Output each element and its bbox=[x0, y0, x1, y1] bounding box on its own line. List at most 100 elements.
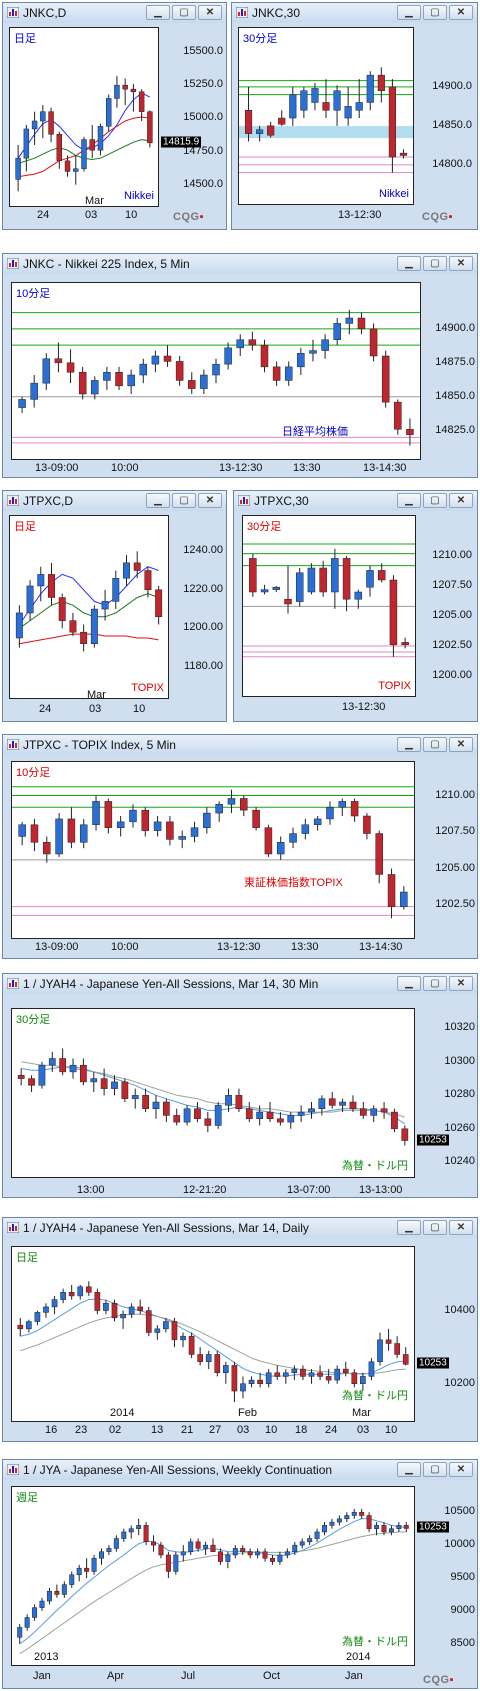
y-tick-label: 1207.50 bbox=[435, 825, 475, 838]
title-bar[interactable]: JNKC,30 ▁ ▢ ✕ bbox=[232, 3, 477, 23]
period-label: 30分足 bbox=[16, 1014, 51, 1026]
close-button[interactable]: ✕ bbox=[449, 493, 473, 508]
title-bar[interactable]: 1 / JYAH4 - Japanese Yen-All Sessions, M… bbox=[3, 974, 477, 994]
maximize-button[interactable]: ▢ bbox=[423, 5, 447, 20]
candle-body bbox=[381, 355, 390, 403]
chart-plot-area[interactable]: 日足 為替・ドル円 2014 Feb Mar bbox=[11, 1246, 415, 1422]
maximize-button[interactable]: ▢ bbox=[423, 1462, 447, 1477]
chart-plot-area[interactable]: 週足 為替・ドル円 2013 2014 bbox=[11, 1486, 415, 1666]
window-title: JTPXC - TOPIX Index, 5 Min bbox=[23, 738, 176, 752]
chart-plot-area[interactable]: 30分足 TOPIX bbox=[242, 515, 416, 697]
chart-window-jnkc-d[interactable]: JNKC,D ▁ ▢ ✕ 日足 Nikkei 15500.0 15250.0 15000… bbox=[2, 2, 227, 230]
x-tick-label: Apr bbox=[107, 1670, 125, 1682]
last-price-box: 14815.9 bbox=[161, 136, 202, 148]
candle-body bbox=[67, 818, 76, 843]
chart-window-jyah4-30min[interactable]: 1 / JYAH4 - Japanese Yen-All Sessions, M… bbox=[2, 973, 478, 1198]
chart-window-jtpxc-d[interactable]: JTPXC,D ▁ ▢ ✕ 日足 TOPIX 1240.00 1220.00 1200.… bbox=[2, 490, 227, 722]
candle-body bbox=[374, 1525, 380, 1529]
candle-body bbox=[129, 809, 137, 823]
y-tick-label: 14850.0 bbox=[435, 389, 475, 402]
chart-window-jtpxc-5min[interactable]: JTPXC - TOPIX Index, 5 Min ▁ ▢ ✕ 10分足 東証株価… bbox=[2, 734, 478, 959]
title-bar[interactable]: JTPXC - TOPIX Index, 5 Min ▁ ▢ ✕ bbox=[3, 735, 477, 755]
chart-window-jtpxc-30[interactable]: JTPXC,30 ▁ ▢ ✕ 30分足 TOPIX 1210.00 1207.50 12… bbox=[233, 490, 478, 722]
title-bar[interactable]: JTPXC,30 ▁ ▢ ✕ bbox=[234, 491, 477, 511]
chart-plot-area[interactable]: 10分足 東証株価指数TOPIX bbox=[11, 761, 415, 939]
close-button[interactable]: ✕ bbox=[198, 493, 222, 508]
candle-body bbox=[225, 1095, 232, 1106]
candle-body bbox=[131, 1095, 139, 1099]
candle-body bbox=[318, 1098, 326, 1109]
candle-body bbox=[375, 833, 383, 875]
y-tick-label: 1180.00 bbox=[184, 659, 223, 672]
chart-plot-area[interactable]: 30分足 為替・ドル円 bbox=[11, 1008, 415, 1178]
candle-body bbox=[61, 1584, 67, 1595]
candle-body bbox=[173, 1115, 181, 1123]
maximize-button[interactable]: ▢ bbox=[423, 256, 447, 271]
close-button[interactable]: ✕ bbox=[449, 1462, 473, 1477]
title-bar[interactable]: JTPXC,D ▁ ▢ ✕ bbox=[3, 491, 226, 511]
chart-app-icon bbox=[7, 495, 19, 506]
candle-body bbox=[289, 833, 297, 843]
close-button[interactable]: ✕ bbox=[198, 5, 222, 20]
maximize-button[interactable]: ▢ bbox=[172, 5, 196, 20]
chart-app-icon bbox=[238, 495, 250, 506]
minimize-button[interactable]: ▁ bbox=[397, 5, 421, 20]
maximize-button[interactable]: ▢ bbox=[423, 1220, 447, 1235]
chart-window-jya-weekly[interactable]: 1 / JYA - Japanese Yen-All Sessions, Wee… bbox=[2, 1459, 478, 1689]
candle-body bbox=[387, 874, 396, 907]
minimize-button[interactable]: ▁ bbox=[397, 1462, 421, 1477]
title-bar[interactable]: JNKC - Nikkei 225 Index, 5 Min ▁ ▢ ✕ bbox=[3, 254, 477, 274]
minimize-button[interactable]: ▁ bbox=[397, 737, 421, 752]
candle-body bbox=[130, 88, 137, 93]
candle-body bbox=[101, 601, 109, 610]
close-button[interactable]: ✕ bbox=[449, 1220, 473, 1235]
chart-plot-area[interactable]: 日足 Nikkei bbox=[9, 27, 159, 207]
chart-window-jnkc-30[interactable]: JNKC,30 ▁ ▢ ✕ 30分足 Nikkei 14900.0 14850.0 14… bbox=[231, 2, 478, 230]
title-bar[interactable]: 1 / JYAH4 - Japanese Yen-All Sessions, M… bbox=[3, 1218, 477, 1238]
candle-body bbox=[369, 328, 378, 357]
candle-body bbox=[215, 804, 223, 814]
y-tick-label: 10400 bbox=[444, 1303, 475, 1316]
candle-body bbox=[301, 824, 310, 834]
candle-body bbox=[232, 1548, 238, 1556]
minimize-button[interactable]: ▁ bbox=[397, 493, 421, 508]
minimize-button[interactable]: ▁ bbox=[146, 493, 170, 508]
candle-body bbox=[262, 1551, 268, 1559]
maximize-button[interactable]: ▢ bbox=[423, 493, 447, 508]
minimize-button[interactable]: ▁ bbox=[397, 1220, 421, 1235]
maximize-button[interactable]: ▢ bbox=[423, 737, 447, 752]
close-button[interactable]: ✕ bbox=[449, 256, 473, 271]
candle-body bbox=[223, 1365, 229, 1374]
close-button[interactable]: ✕ bbox=[449, 976, 473, 991]
y-tick-label: 10320 bbox=[444, 1021, 475, 1034]
candle-body bbox=[48, 1058, 56, 1066]
title-bar[interactable]: JNKC,D ▁ ▢ ✕ bbox=[3, 3, 226, 23]
x-tick-label: 03 bbox=[237, 1424, 250, 1436]
minimize-button[interactable]: ▁ bbox=[146, 5, 170, 20]
candle-body bbox=[350, 801, 359, 817]
candle-body bbox=[289, 94, 297, 119]
x-tick-label: Oct bbox=[263, 1670, 281, 1682]
candle-body bbox=[284, 1551, 290, 1556]
candle-body bbox=[277, 1554, 283, 1562]
minimize-button[interactable]: ▁ bbox=[397, 976, 421, 991]
close-button[interactable]: ✕ bbox=[449, 737, 473, 752]
chart-window-jyah4-daily[interactable]: 1 / JYAH4 - Japanese Yen-All Sessions, M… bbox=[2, 1217, 478, 1442]
moving-average-line bbox=[19, 1518, 407, 1645]
candle-body bbox=[66, 362, 75, 373]
minimize-button[interactable]: ▁ bbox=[397, 256, 421, 271]
chart-plot-area[interactable]: 日足 TOPIX bbox=[9, 515, 169, 699]
x-tick-label: 12-21:20 bbox=[183, 1184, 227, 1196]
chart-plot-area[interactable]: 10分足 日経平均株価 bbox=[11, 282, 421, 460]
title-bar[interactable]: 1 / JYA - Japanese Yen-All Sessions, Wee… bbox=[3, 1460, 477, 1480]
close-button[interactable]: ✕ bbox=[449, 5, 473, 20]
candle-body bbox=[401, 642, 409, 646]
x-tick-label: 13-12:30 bbox=[338, 209, 382, 221]
maximize-button[interactable]: ▢ bbox=[423, 976, 447, 991]
candle-body bbox=[195, 1541, 201, 1549]
candle-body bbox=[203, 812, 211, 828]
chart-plot-area[interactable]: 30分足 Nikkei bbox=[238, 27, 414, 205]
chart-window-jnkc-5min[interactable]: JNKC - Nikkei 225 Index, 5 Min ▁ ▢ ✕ 10分足 … bbox=[2, 253, 478, 478]
maximize-button[interactable]: ▢ bbox=[172, 493, 196, 508]
candle-body bbox=[351, 1511, 357, 1516]
